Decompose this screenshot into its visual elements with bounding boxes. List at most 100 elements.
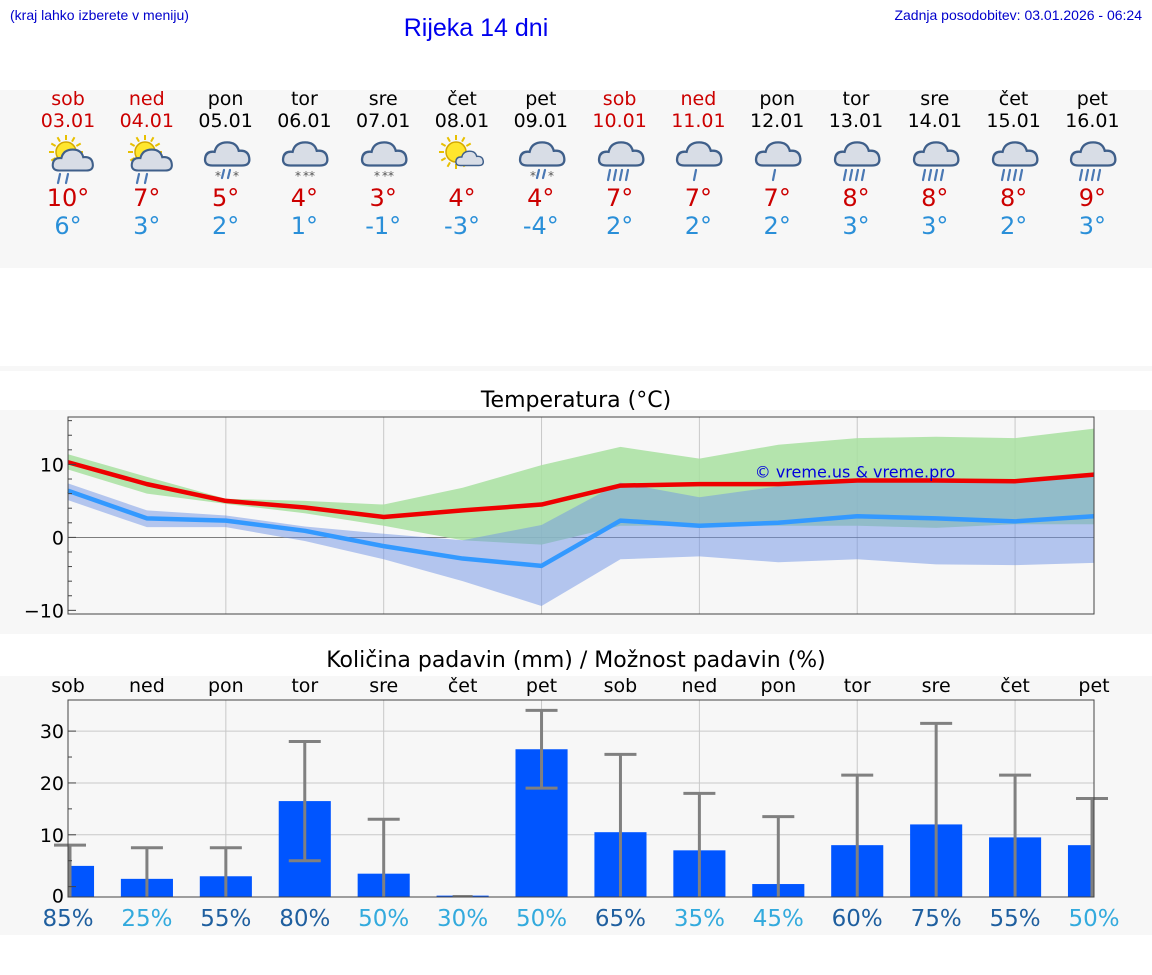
precip-probability: 45% bbox=[753, 906, 804, 932]
day-forecast: čet 08.01 4° -3° bbox=[422, 88, 502, 240]
day-name: pon bbox=[207, 88, 244, 110]
max-temp: 4° bbox=[448, 184, 476, 212]
day-label: tor bbox=[291, 675, 318, 697]
svg-text:*: * bbox=[382, 169, 388, 183]
min-temp: 3° bbox=[842, 212, 870, 240]
cloud-heavy-rain-icon bbox=[833, 141, 881, 182]
day-date: 14.01 bbox=[907, 110, 962, 132]
max-temp: 4° bbox=[527, 184, 555, 212]
day-label: pet bbox=[526, 675, 557, 697]
sun-cloud-icon bbox=[439, 135, 485, 169]
y-tick-label: 20 bbox=[40, 773, 64, 795]
min-temp: -4° bbox=[522, 212, 559, 240]
temperature-chart: 10 0 −10 © vreme.us & vreme.pro bbox=[24, 416, 1095, 622]
precip-probability: 80% bbox=[279, 906, 330, 932]
day-forecast: sob 10.01 7° 2° bbox=[580, 88, 660, 240]
day-date: 11.01 bbox=[671, 110, 726, 132]
day-name: pet bbox=[1076, 88, 1108, 110]
precip-probability: 25% bbox=[121, 906, 172, 932]
day-date: 12.01 bbox=[749, 110, 805, 132]
last-updated: Zadnja posodobitev: 03.01.2026 - 06:24 bbox=[894, 7, 1142, 23]
day-forecast: sre 07.01 * * * 3° -1° bbox=[343, 88, 423, 240]
min-temp: 2° bbox=[999, 212, 1028, 240]
max-temp: 8° bbox=[842, 184, 870, 212]
precip-bar bbox=[68, 865, 95, 897]
min-temp-line bbox=[67, 488, 1095, 569]
day-forecast: tor 13.01 8° 3° bbox=[816, 88, 896, 240]
min-temp: 3° bbox=[1078, 212, 1107, 240]
max-temp-line bbox=[67, 460, 1095, 520]
day-label: sob bbox=[51, 675, 85, 697]
day-date: 10.01 bbox=[592, 110, 647, 132]
max-temp: 5° bbox=[211, 184, 240, 212]
min-temp: 6° bbox=[54, 212, 82, 240]
day-date: 15.01 bbox=[986, 110, 1041, 132]
day-name: sob bbox=[51, 88, 85, 110]
day-name: ned bbox=[680, 88, 717, 110]
day-label: sob bbox=[604, 675, 638, 697]
y-tick-label: 10 bbox=[40, 454, 64, 476]
day-date: 08.01 bbox=[434, 110, 490, 132]
forecast-band bbox=[0, 90, 1152, 268]
precip-probability: 55% bbox=[990, 906, 1041, 932]
max-temp: 10° bbox=[46, 184, 90, 212]
sun-cloud-rain-icon bbox=[49, 135, 94, 185]
day-label: sre bbox=[369, 675, 398, 697]
svg-text:*: * bbox=[388, 169, 394, 183]
svg-text:*: * bbox=[233, 169, 239, 183]
watermark: © vreme.us & vreme.pro bbox=[755, 463, 956, 482]
day-name: čet bbox=[447, 88, 477, 110]
day-forecast: čet 15.01 8° 2° bbox=[974, 88, 1054, 240]
svg-text:*: * bbox=[530, 169, 536, 183]
max-temp: 8° bbox=[999, 184, 1028, 212]
day-forecast: sob 03.01 10° 6° bbox=[28, 88, 108, 240]
day-forecast: ned 11.01 7° 2° bbox=[658, 88, 738, 240]
cloud-rain-icon bbox=[676, 141, 723, 182]
day-label: tor bbox=[844, 675, 871, 697]
precip-probability: 50% bbox=[358, 906, 409, 932]
y-tick-label: 30 bbox=[40, 721, 64, 743]
min-temp: 2° bbox=[684, 212, 713, 240]
y-tick-label: 10 bbox=[40, 825, 64, 847]
max-temp: 3° bbox=[369, 184, 397, 212]
cloud-heavy-rain-icon bbox=[991, 141, 1039, 182]
day-forecast: pet 09.01 * * 4° -4° bbox=[501, 88, 581, 240]
max-temp: 7° bbox=[133, 184, 161, 212]
day-name: čet bbox=[998, 88, 1029, 110]
svg-text:*: * bbox=[548, 169, 554, 183]
day-name: sob bbox=[602, 88, 637, 110]
min-temp: -1° bbox=[365, 212, 402, 240]
day-name: sre bbox=[920, 88, 950, 110]
cloud-snow-icon: * * * bbox=[282, 141, 329, 183]
min-temp: 2° bbox=[763, 212, 791, 240]
precipitation-chart: sob ned pon tor sre čet pet sob ned pon tor sre čet p… bbox=[40, 675, 1120, 932]
max-temp: 7° bbox=[684, 184, 713, 212]
precip-bar bbox=[1067, 845, 1094, 897]
day-label: ned bbox=[129, 675, 165, 697]
day-label: pet bbox=[1078, 675, 1109, 697]
day-name: ned bbox=[128, 88, 165, 110]
day-name: pet bbox=[525, 88, 557, 110]
max-temp: 4° bbox=[290, 184, 319, 212]
cloud-heavy-rain-icon bbox=[1070, 141, 1117, 182]
day-date: 07.01 bbox=[355, 110, 411, 132]
precip-probability: 65% bbox=[595, 906, 646, 932]
day-name: pon bbox=[759, 88, 796, 110]
day-forecast: pon 12.01 7° 2° bbox=[737, 88, 817, 240]
cloud-heavy-rain-icon bbox=[597, 141, 645, 182]
day-label: čet bbox=[448, 675, 478, 697]
max-temp: 7° bbox=[605, 184, 634, 212]
day-name: tor bbox=[842, 88, 870, 110]
day-name: tor bbox=[290, 88, 318, 110]
cloud-heavy-rain-icon bbox=[912, 141, 960, 182]
temperature-chart-title: Temperatura (°C) bbox=[480, 388, 672, 413]
day-label: pon bbox=[760, 675, 796, 697]
min-temp: -3° bbox=[444, 212, 480, 240]
precip-probability: 55% bbox=[200, 906, 251, 932]
max-temp: 7° bbox=[763, 184, 791, 212]
day-forecast: pon 05.01 * * 5° 2° bbox=[186, 88, 266, 240]
sun-cloud-rain-icon bbox=[127, 135, 173, 185]
location-hint: (kraj lahko izberete v meniju) bbox=[10, 7, 189, 23]
precip-probability: 50% bbox=[1068, 906, 1119, 932]
divider-band bbox=[0, 366, 1152, 371]
